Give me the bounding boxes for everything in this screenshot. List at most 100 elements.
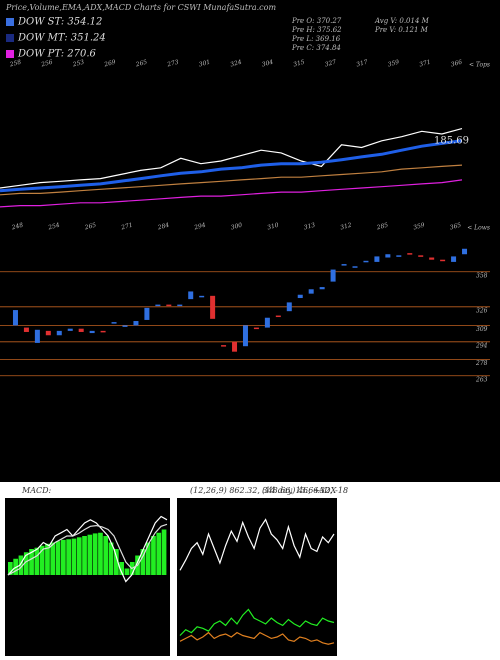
low-label: 271	[120, 222, 134, 232]
series-line	[0, 128, 463, 189]
series-line	[7, 523, 168, 576]
top-label: 273	[166, 59, 180, 69]
low-label: 313	[303, 222, 316, 232]
page-title: Price,Volume,EMA,ADX,MACD Charts for CSW…	[5, 3, 276, 12]
candle	[188, 291, 194, 300]
top-label: 253	[71, 59, 85, 69]
macd-bar	[29, 549, 34, 575]
series-line	[7, 515, 168, 583]
top-label: 359	[387, 59, 400, 69]
y-tick-label: 294	[475, 342, 488, 349]
macd-bar	[145, 542, 151, 575]
candle	[330, 269, 336, 282]
adx-panel	[177, 498, 337, 656]
candle	[374, 256, 380, 262]
candle	[89, 330, 95, 334]
macd-bar	[8, 562, 13, 575]
candle	[253, 327, 259, 330]
macd-bar	[61, 539, 66, 575]
macd-bar	[151, 536, 156, 575]
candle	[78, 328, 84, 332]
top-label: 371	[419, 59, 432, 69]
macd-bar	[66, 539, 71, 575]
info: Avg V: 0.014 M	[374, 17, 430, 25]
candle	[177, 304, 183, 307]
macd-bar	[161, 529, 167, 575]
candle	[34, 329, 40, 343]
candle	[133, 321, 139, 326]
info: Pre H: 375.62	[291, 26, 342, 34]
candle	[352, 266, 358, 268]
macd-bar	[45, 543, 50, 575]
top-background	[0, 0, 500, 482]
candle	[363, 260, 369, 263]
candle	[166, 304, 172, 307]
macd-bar	[103, 536, 109, 575]
top-label: 301	[198, 59, 211, 69]
legend-label: DOW PT: 270.6	[17, 49, 97, 60]
candle	[12, 310, 18, 326]
series-line	[0, 139, 463, 193]
low-label: 284	[156, 222, 170, 232]
top-label: 366	[450, 59, 463, 69]
y-tick-label: 278	[475, 360, 488, 367]
legend-swatch	[6, 50, 14, 58]
top-label: 269	[103, 59, 117, 69]
y-tick-label: 358	[476, 272, 488, 279]
legend-label: DOW ST: 354.12	[17, 17, 102, 28]
top-label: 317	[356, 59, 369, 69]
macd-bar	[23, 552, 29, 575]
top-label: 304	[261, 59, 274, 69]
low-label: 294	[193, 222, 207, 232]
top-label: 327	[324, 59, 337, 69]
low-label: 248	[10, 222, 24, 232]
macd-bar	[71, 538, 77, 575]
candle	[155, 304, 161, 307]
tops-label: < Tops	[469, 62, 490, 69]
legend-label: DOW MT: 351.24	[17, 33, 106, 44]
macd-bar	[39, 545, 45, 575]
macd-bar	[82, 536, 87, 575]
candle	[210, 295, 216, 319]
macd-bar	[156, 532, 162, 575]
candle	[23, 327, 29, 332]
legend-swatch	[6, 34, 14, 42]
macd-bar	[98, 532, 103, 575]
info: Pre L: 369.16	[291, 35, 341, 43]
candle	[232, 341, 238, 352]
candle	[144, 307, 150, 320]
candle	[45, 330, 51, 336]
candle	[286, 302, 292, 312]
candle	[122, 325, 128, 327]
y-tick-label: 326	[476, 307, 488, 314]
candle	[451, 256, 457, 262]
candle	[264, 317, 270, 328]
macd-panel	[5, 498, 170, 656]
macd-label: (12,26,9) 862.32, 348.66, 13.66ADX	[190, 486, 337, 495]
low-label: 285	[375, 222, 389, 232]
adx-params: (14 day) 46, +32, -18	[262, 486, 348, 495]
lows-label: < Lows	[467, 225, 490, 232]
low-label: 365	[449, 222, 462, 232]
candle	[221, 345, 227, 347]
series-line	[0, 164, 463, 196]
candle	[429, 257, 435, 260]
candle	[396, 255, 402, 257]
candle	[440, 259, 446, 262]
macd-bar	[87, 534, 93, 575]
macd-bar	[92, 533, 98, 575]
macd-bar	[124, 568, 130, 575]
candle	[56, 330, 62, 336]
macd-bar	[140, 549, 146, 575]
candle	[308, 289, 314, 294]
macd-bar	[34, 547, 40, 575]
candle	[275, 315, 281, 318]
low-label: 265	[83, 222, 97, 232]
annotation: 185.69	[434, 135, 469, 146]
macd-bar	[119, 562, 124, 575]
low-label: 254	[47, 222, 61, 232]
macd-bar	[76, 537, 82, 575]
series-line	[179, 518, 335, 571]
candle	[319, 287, 325, 290]
